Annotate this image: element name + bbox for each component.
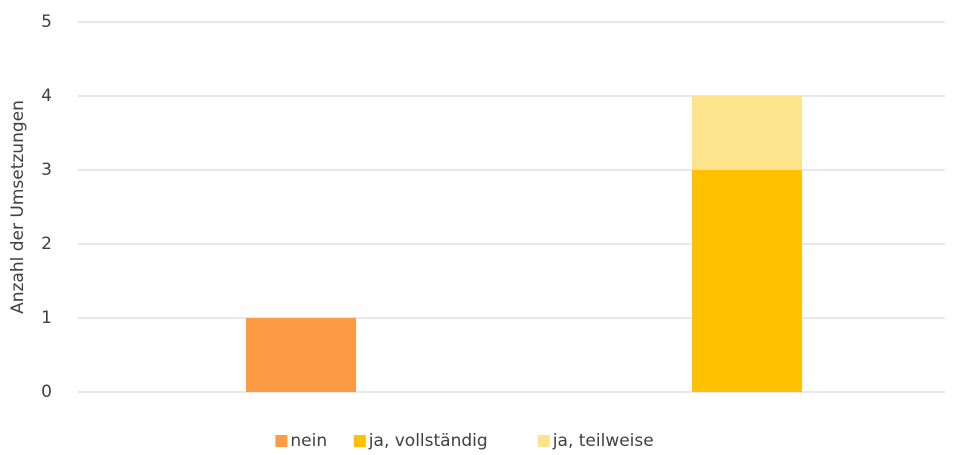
y-axis-label: Anzahl der Umsetzungen — [8, 100, 28, 314]
bar-segment — [692, 96, 802, 170]
bar-segment — [246, 318, 356, 392]
y-tick-label: 2 — [41, 234, 52, 254]
y-tick-label: 3 — [41, 160, 52, 180]
y-tick-label: 4 — [41, 86, 52, 106]
legend-swatch — [537, 435, 550, 447]
y-tick-label: 5 — [41, 12, 52, 32]
legend-swatch — [275, 435, 288, 447]
legend-label: ja, teilweise — [552, 431, 654, 451]
y-tick-label: 1 — [41, 308, 52, 328]
legend-label: ja, vollständig — [368, 431, 488, 451]
legend-swatch — [353, 435, 366, 447]
y-tick-label: 0 — [41, 382, 52, 402]
bar-segment — [692, 170, 802, 392]
legend-label: nein — [290, 431, 327, 451]
